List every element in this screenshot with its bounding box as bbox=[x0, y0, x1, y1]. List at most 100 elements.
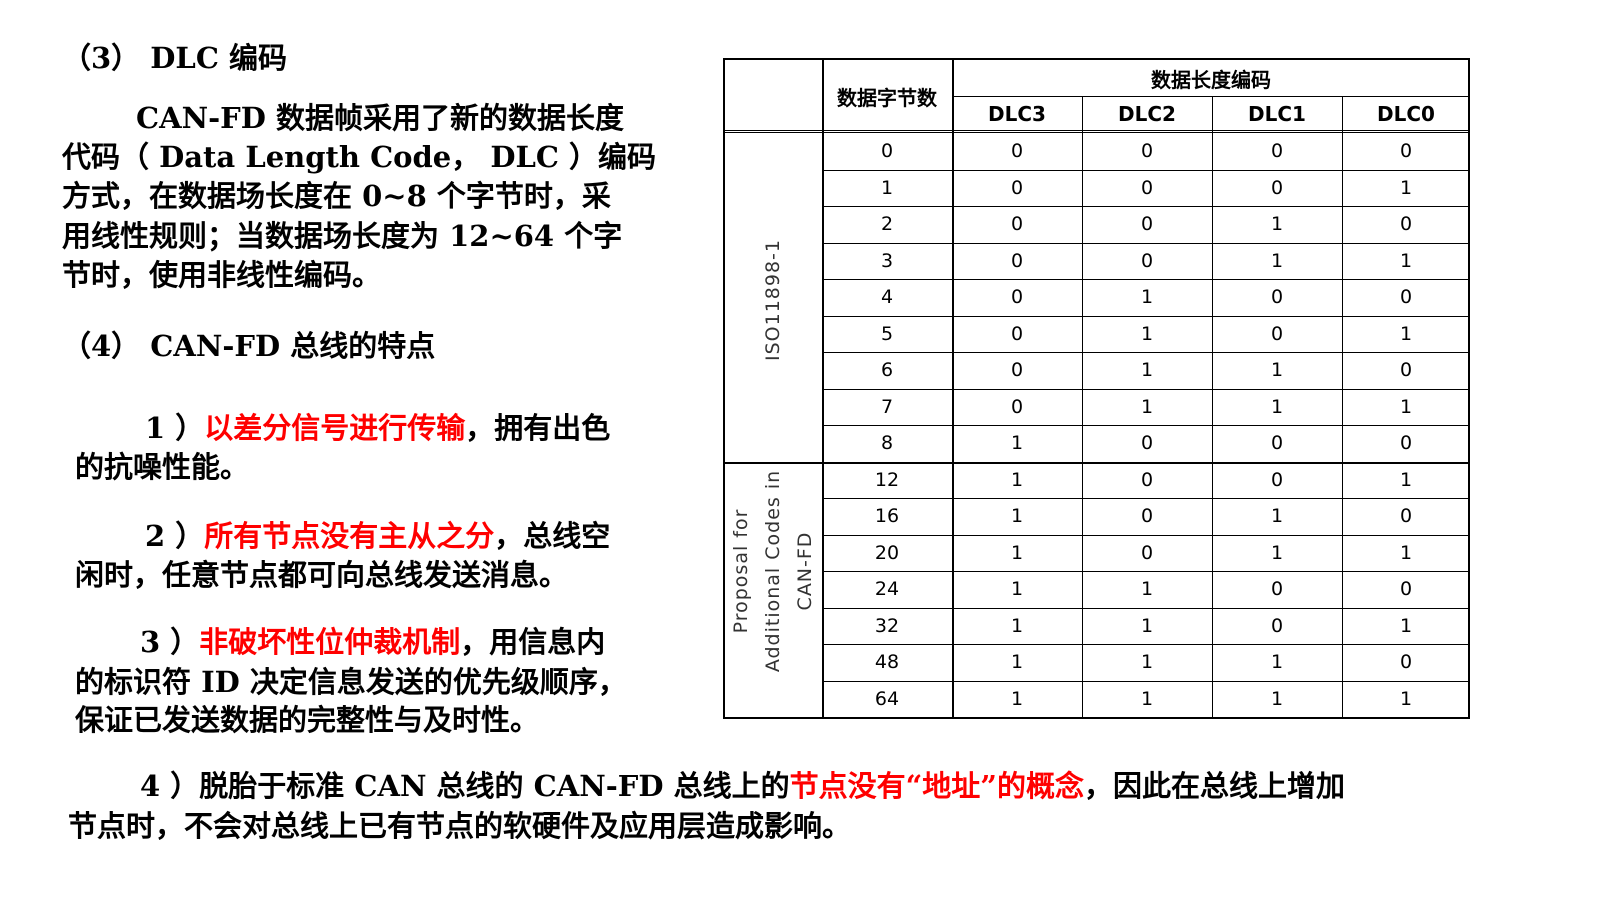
cell-dlc: 0 bbox=[1270, 140, 1284, 163]
text-line: 用线性规则；当数据场长度为 12~64 个字 bbox=[62, 216, 622, 256]
text-segment: 4 ）脱胎于标准 CAN 总线的 CAN-FD 总线上的 bbox=[140, 769, 790, 803]
cell-dlc: 0 bbox=[1399, 213, 1413, 236]
cell-dlc: 1 bbox=[1270, 249, 1284, 272]
divider bbox=[725, 132, 1470, 133]
cell-dlc: 0 bbox=[1270, 468, 1284, 491]
cell-dlc: 1 bbox=[1270, 541, 1284, 564]
cell-bytes: 1 bbox=[880, 176, 894, 199]
divider bbox=[822, 169, 1470, 171]
cell-dlc: 0 bbox=[1399, 140, 1413, 163]
text-segment: 的标识符 ID 决定信息发送的优先级顺序， bbox=[75, 665, 627, 699]
highlight-text: 以差分信号进行传输 bbox=[204, 411, 466, 445]
divider bbox=[1342, 96, 1343, 717]
highlight-text: 非破坏性位仲裁机制 bbox=[199, 625, 461, 659]
cell-dlc: 1 bbox=[1010, 614, 1024, 637]
dlc-table: 数据字节数 数据长度编码 DLC3 DLC2 DLC1 DLC0 ISO11898-1… bbox=[723, 58, 1470, 719]
cell-dlc: 1 bbox=[1399, 687, 1413, 710]
cell-dlc: 1 bbox=[1140, 578, 1154, 601]
cell-dlc: 1 bbox=[1140, 614, 1154, 637]
highlight-text: 节点没有“地址”的概念 bbox=[789, 769, 1084, 803]
cell-dlc: 1 bbox=[1399, 176, 1413, 199]
text-segment: （4） CAN-FD 总线的特点 bbox=[62, 329, 436, 363]
divider bbox=[725, 461, 1470, 464]
cell-dlc: 0 bbox=[1270, 578, 1284, 601]
cell-dlc: 0 bbox=[1399, 432, 1413, 455]
highlight-text: 所有节点没有主从之分 bbox=[204, 519, 495, 553]
cell-bytes: 6 bbox=[880, 359, 894, 382]
cell-dlc: 0 bbox=[1140, 176, 1154, 199]
cell-dlc: 1 bbox=[1010, 468, 1024, 491]
group-proposal-line2: Additional Codes in bbox=[762, 469, 784, 673]
cell-dlc: 1 bbox=[1399, 614, 1413, 637]
text-segment: ，拥有出色 bbox=[465, 411, 611, 445]
cell-dlc: 0 bbox=[1399, 505, 1413, 528]
divider bbox=[822, 315, 1470, 317]
text-segment: ，因此在总线上增加 bbox=[1084, 769, 1346, 803]
text-line: 闲时，任意节点都可向总线发送消息。 bbox=[75, 555, 568, 595]
cell-dlc: 0 bbox=[1140, 505, 1154, 528]
group-proposal: Proposal for Additional Codes in CAN-FD bbox=[725, 461, 821, 681]
cell-dlc: 1 bbox=[1140, 359, 1154, 382]
text-line: CAN-FD 数据帧采用了新的数据长度 bbox=[136, 98, 624, 138]
divider bbox=[822, 206, 1470, 207]
text-line: 代码（ Data Length Code， DLC ）编码 bbox=[62, 137, 656, 177]
cell-bytes: 24 bbox=[874, 578, 900, 601]
text-segment: 节点时，不会对总线上已有节点的软硬件及应用层造成影响。 bbox=[68, 809, 852, 843]
cell-bytes: 4 bbox=[880, 286, 894, 309]
text-segment: （3） DLC 编码 bbox=[62, 41, 287, 75]
cell-bytes: 2 bbox=[880, 213, 894, 236]
cell-dlc: 0 bbox=[1399, 651, 1413, 674]
cell-dlc: 1 bbox=[1140, 395, 1154, 418]
text-line: 的抗噪性能。 bbox=[75, 447, 249, 487]
cell-dlc: 1 bbox=[1010, 432, 1024, 455]
text-line: 4 ）脱胎于标准 CAN 总线的 CAN-FD 总线上的节点没有“地址”的概念，… bbox=[140, 766, 1345, 806]
cell-dlc: 0 bbox=[1270, 286, 1284, 309]
cell-dlc: 0 bbox=[1010, 176, 1024, 199]
text-segment: 节时，使用非线性编码。 bbox=[62, 258, 382, 292]
cell-dlc: 1 bbox=[1399, 395, 1413, 418]
cell-bytes: 48 bbox=[874, 651, 900, 674]
cell-dlc: 0 bbox=[1010, 140, 1024, 163]
group-proposal-line3: CAN-FD bbox=[794, 531, 816, 611]
text-line: 2 ）所有节点没有主从之分，总线空 bbox=[145, 516, 610, 556]
group-proposal-line1: Proposal for bbox=[730, 508, 752, 634]
text-segment: 1 ） bbox=[145, 411, 205, 445]
cell-bytes: 20 bbox=[874, 541, 900, 564]
cell-dlc: 1 bbox=[1010, 578, 1024, 601]
cell-dlc: 1 bbox=[1140, 687, 1154, 710]
cell-dlc: 0 bbox=[1010, 395, 1024, 418]
cell-bytes: 12 bbox=[874, 468, 900, 491]
text-segment: 2 ） bbox=[145, 519, 205, 553]
text-segment: 3 ） bbox=[140, 625, 200, 659]
text-line: （4） CAN-FD 总线的特点 bbox=[62, 326, 435, 366]
divider bbox=[822, 352, 1470, 353]
cell-dlc: 1 bbox=[1140, 651, 1154, 674]
cell-dlc: 1 bbox=[1270, 651, 1284, 674]
cell-bytes: 8 bbox=[880, 432, 894, 455]
cell-dlc: 1 bbox=[1010, 505, 1024, 528]
cell-dlc: 0 bbox=[1399, 578, 1413, 601]
cell-dlc: 0 bbox=[1140, 213, 1154, 236]
text-segment: 方式，在数据场长度在 0~8 个字节时，采 bbox=[62, 179, 611, 213]
divider bbox=[1082, 96, 1083, 717]
cell-bytes: 16 bbox=[874, 505, 900, 528]
cell-dlc: 1 bbox=[1270, 395, 1284, 418]
cell-dlc: 1 bbox=[1399, 468, 1413, 491]
cell-dlc: 1 bbox=[1270, 359, 1284, 382]
text-line: 1 ）以差分信号进行传输，拥有出色 bbox=[145, 408, 610, 448]
text-segment: 用线性规则；当数据场长度为 12~64 个字 bbox=[62, 219, 623, 253]
cell-dlc: 1 bbox=[1010, 651, 1024, 674]
cell-dlc: 1 bbox=[1010, 687, 1024, 710]
text-line: 保证已发送数据的完整性与及时性。 bbox=[75, 700, 539, 740]
cell-dlc: 0 bbox=[1010, 213, 1024, 236]
divider bbox=[822, 242, 1470, 244]
cell-dlc: 0 bbox=[1270, 432, 1284, 455]
divider bbox=[822, 279, 1470, 280]
text-segment: 保证已发送数据的完整性与及时性。 bbox=[75, 703, 540, 737]
cell-bytes: 3 bbox=[880, 249, 894, 272]
cell-dlc: 0 bbox=[1010, 249, 1024, 272]
cell-dlc: 0 bbox=[1399, 359, 1413, 382]
cell-dlc: 1 bbox=[1270, 213, 1284, 236]
cell-dlc: 1 bbox=[1399, 249, 1413, 272]
cell-dlc: 0 bbox=[1010, 322, 1024, 345]
